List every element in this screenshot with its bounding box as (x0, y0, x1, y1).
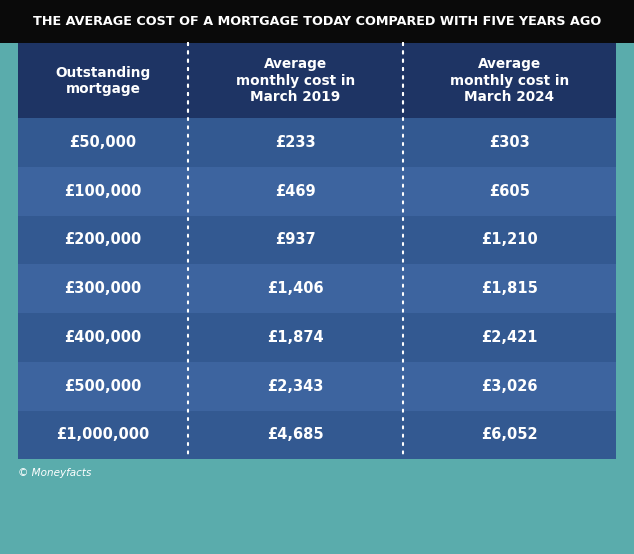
Text: Average
monthly cost in
March 2024: Average monthly cost in March 2024 (450, 58, 569, 104)
Text: £469: £469 (275, 183, 316, 199)
Text: £1,874: £1,874 (267, 330, 324, 345)
FancyBboxPatch shape (18, 313, 616, 362)
Text: £303: £303 (489, 135, 530, 150)
FancyBboxPatch shape (18, 43, 616, 118)
FancyBboxPatch shape (18, 411, 616, 459)
Text: £937: £937 (275, 232, 316, 248)
Text: £1,406: £1,406 (267, 281, 324, 296)
Text: £400,000: £400,000 (65, 330, 141, 345)
Text: Outstanding
mortgage: Outstanding mortgage (55, 65, 151, 96)
FancyBboxPatch shape (18, 216, 616, 264)
Text: £500,000: £500,000 (64, 378, 142, 394)
Text: £300,000: £300,000 (65, 281, 141, 296)
Text: £605: £605 (489, 183, 530, 199)
FancyBboxPatch shape (18, 362, 616, 411)
FancyBboxPatch shape (0, 0, 634, 43)
Text: £50,000: £50,000 (70, 135, 136, 150)
Text: £233: £233 (275, 135, 316, 150)
Text: £200,000: £200,000 (65, 232, 141, 248)
Text: £100,000: £100,000 (64, 183, 142, 199)
Text: THE AVERAGE COST OF A MORTGAGE TODAY COMPARED WITH FIVE YEARS AGO: THE AVERAGE COST OF A MORTGAGE TODAY COM… (33, 15, 601, 28)
FancyBboxPatch shape (18, 118, 616, 167)
Text: £2,343: £2,343 (268, 378, 323, 394)
Text: £1,210: £1,210 (481, 232, 538, 248)
Text: £4,685: £4,685 (267, 427, 324, 443)
Text: £3,026: £3,026 (481, 378, 538, 394)
Text: Average
monthly cost in
March 2019: Average monthly cost in March 2019 (236, 58, 355, 104)
Text: £6,052: £6,052 (481, 427, 538, 443)
Text: © Moneyfacts: © Moneyfacts (18, 468, 91, 478)
FancyBboxPatch shape (18, 264, 616, 313)
Text: £2,421: £2,421 (481, 330, 538, 345)
Text: £1,815: £1,815 (481, 281, 538, 296)
FancyBboxPatch shape (18, 167, 616, 216)
Text: £1,000,000: £1,000,000 (56, 427, 150, 443)
